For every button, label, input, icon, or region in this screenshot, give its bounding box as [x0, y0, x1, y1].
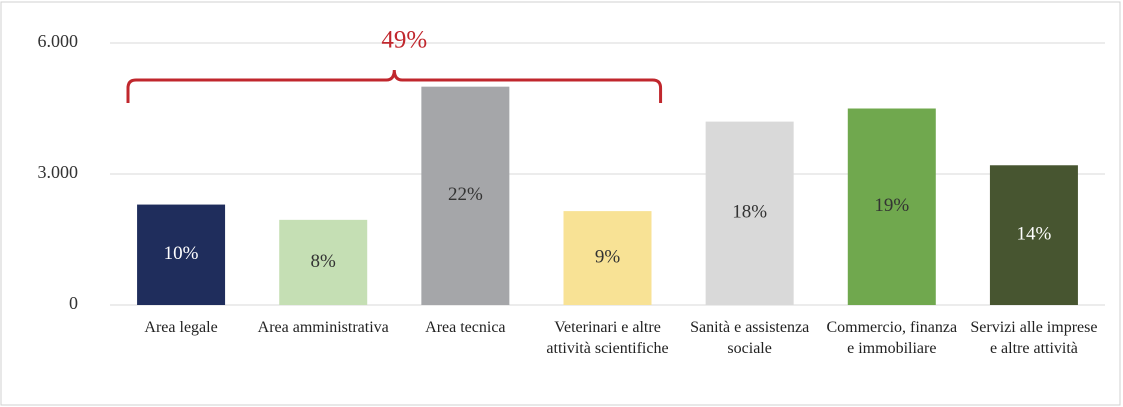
bar-label: 19%	[874, 195, 909, 216]
bar-label: 8%	[311, 251, 337, 272]
x-tick-label: Commercio, finanza e immobiliare	[826, 319, 958, 357]
x-tick-label: Area tecnica	[425, 319, 506, 336]
x-tick-label: Area amministrativa	[257, 319, 389, 336]
bracket	[126, 69, 663, 103]
y-tick-label: 0	[69, 293, 78, 313]
bar-label: 10%	[164, 243, 199, 264]
y-tick-label: 3.000	[38, 162, 79, 182]
bar	[421, 86, 510, 306]
bar	[989, 165, 1078, 305]
bar-label: 22%	[448, 184, 483, 205]
x-tick-label: Sanità e assistenza sociale	[690, 319, 810, 357]
bar	[137, 204, 226, 305]
bar-label: 18%	[732, 202, 767, 223]
x-tick-label: Servizi alle imprese e altre attività	[970, 319, 1098, 357]
bar	[279, 219, 368, 305]
bar	[705, 121, 794, 305]
bar-label: 9%	[595, 246, 621, 267]
bar-label: 14%	[1017, 223, 1052, 244]
y-tick-label: 6.000	[38, 31, 79, 51]
annotation: 49%	[381, 27, 427, 54]
bar	[847, 108, 936, 305]
bar	[563, 211, 652, 305]
x-tick-label: Area legale	[144, 319, 218, 336]
x-tick-label: Veterinari e altre attività scientifiche	[546, 319, 669, 357]
